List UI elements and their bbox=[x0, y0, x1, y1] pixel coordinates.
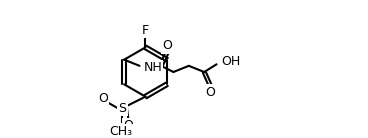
Text: O: O bbox=[205, 86, 215, 99]
Text: O: O bbox=[98, 92, 108, 105]
Text: O: O bbox=[162, 39, 172, 52]
Text: OH: OH bbox=[221, 55, 240, 68]
Text: NH: NH bbox=[144, 61, 162, 74]
Text: O: O bbox=[124, 119, 134, 132]
Text: F: F bbox=[142, 24, 149, 37]
Text: CH₃: CH₃ bbox=[109, 125, 132, 138]
Text: S: S bbox=[118, 102, 126, 115]
